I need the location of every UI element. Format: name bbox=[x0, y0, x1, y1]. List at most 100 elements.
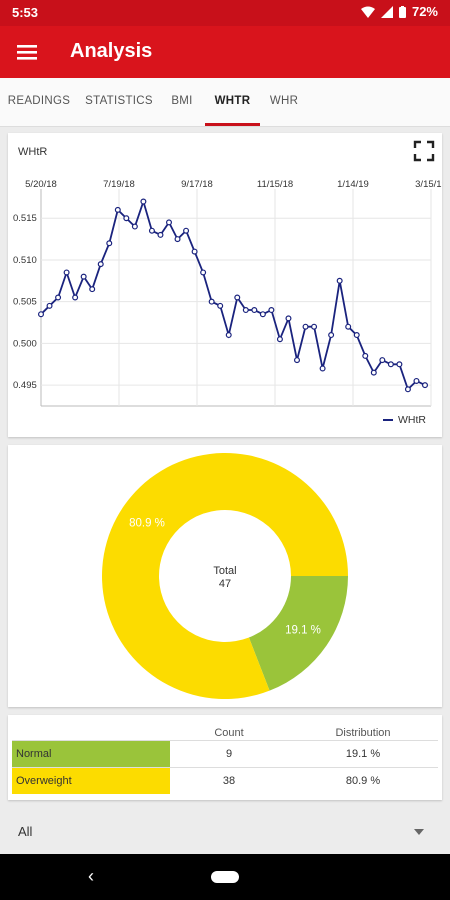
data-point bbox=[123, 215, 130, 222]
table-row: Normal 9 19.1 % bbox=[12, 740, 438, 768]
col-distribution-header: Distribution bbox=[335, 727, 391, 739]
tab-indicator bbox=[205, 123, 260, 126]
data-point bbox=[157, 231, 164, 238]
slice-label: 19.1 % bbox=[285, 624, 321, 636]
row-label: Normal bbox=[12, 740, 170, 768]
fullscreen-icon[interactable] bbox=[413, 140, 435, 162]
data-point bbox=[148, 227, 155, 234]
filter-dropdown[interactable]: All bbox=[0, 808, 450, 854]
data-point bbox=[183, 227, 190, 234]
data-point bbox=[319, 365, 326, 372]
x-tick-label: 5/20/18 bbox=[25, 179, 57, 190]
data-point bbox=[80, 273, 87, 280]
x-tick-label: 9/17/18 bbox=[181, 179, 213, 190]
data-point bbox=[234, 294, 241, 301]
data-point bbox=[285, 315, 292, 322]
data-point bbox=[200, 269, 207, 276]
dropdown-arrow-icon bbox=[414, 829, 424, 835]
status-time: 5:53 bbox=[12, 5, 39, 20]
x-tick-label: 1/14/19 bbox=[337, 179, 369, 190]
data-point bbox=[106, 240, 113, 247]
tab-readings[interactable]: READINGS bbox=[7, 95, 71, 107]
row-count: 38 bbox=[170, 767, 288, 794]
slice-label: 80.9 % bbox=[129, 518, 165, 530]
home-pill-icon[interactable] bbox=[211, 871, 239, 883]
row-count: 9 bbox=[170, 740, 288, 768]
tab-whtr[interactable]: WHTR bbox=[214, 95, 251, 107]
data-point bbox=[268, 307, 275, 314]
data-point bbox=[362, 352, 369, 359]
data-point bbox=[217, 302, 224, 309]
data-point bbox=[345, 323, 352, 330]
tab-statistics[interactable]: STATISTICS bbox=[85, 95, 153, 107]
data-point bbox=[302, 323, 309, 330]
data-point bbox=[259, 311, 266, 318]
filter-selected: All bbox=[18, 824, 33, 839]
menu-icon[interactable] bbox=[14, 40, 40, 64]
row-distribution: 80.9 % bbox=[288, 767, 438, 794]
data-point bbox=[46, 302, 53, 309]
row-distribution: 19.1 % bbox=[288, 740, 438, 768]
donut-center-label: Total 47 bbox=[175, 565, 275, 591]
data-point bbox=[251, 307, 258, 314]
data-point bbox=[242, 307, 249, 314]
series-line-whtr bbox=[40, 198, 426, 391]
line-chart-card: WHtR 5/20/18 7/19/18 9/17/18 11/15/18 1/14/1… bbox=[8, 133, 442, 437]
data-point bbox=[114, 206, 121, 213]
page-title: Analysis bbox=[70, 40, 153, 62]
data-point bbox=[225, 332, 232, 339]
y-tick-label: 0.510 bbox=[13, 255, 37, 266]
data-point bbox=[72, 294, 79, 301]
table-row: Overweight 38 80.9 % bbox=[12, 767, 438, 794]
y-tick-label: 0.505 bbox=[13, 297, 37, 308]
status-icons: 72% bbox=[360, 4, 438, 19]
data-point bbox=[97, 261, 104, 268]
x-tick-label: 7/19/18 bbox=[103, 179, 135, 190]
data-point bbox=[276, 336, 283, 343]
data-point bbox=[89, 286, 96, 293]
x-tick-label: 3/15/19 bbox=[415, 179, 442, 190]
system-nav-bar: ‹ bbox=[0, 854, 450, 900]
row-label: Overweight bbox=[12, 767, 170, 794]
distribution-table: Count Distribution Normal 9 19.1 % Overw… bbox=[12, 726, 438, 794]
legend-label: WHtR bbox=[398, 414, 426, 426]
tab-bar: READINGS STATISTICS BMI WHTR WHR bbox=[0, 78, 450, 127]
data-point bbox=[396, 361, 403, 368]
data-point bbox=[191, 248, 198, 255]
chart-title: WHtR bbox=[18, 146, 48, 158]
data-point bbox=[174, 236, 181, 243]
app-bar: Analysis bbox=[0, 26, 450, 78]
data-point bbox=[55, 294, 62, 301]
distribution-donut-chart: 19.1 % 80.9 % bbox=[102, 453, 349, 699]
slice-normal bbox=[248, 576, 348, 691]
data-point bbox=[140, 198, 147, 205]
data-point bbox=[131, 223, 138, 230]
data-point bbox=[387, 361, 394, 368]
y-tick-label: 0.495 bbox=[13, 380, 37, 391]
donut-chart-card: 19.1 % 80.9 % Total 47 bbox=[8, 445, 442, 707]
data-point bbox=[404, 386, 411, 393]
tab-whr[interactable]: WHR bbox=[269, 95, 299, 107]
battery-level: 72% bbox=[411, 4, 438, 19]
data-point bbox=[413, 377, 420, 384]
data-point bbox=[422, 382, 429, 389]
data-point bbox=[208, 298, 215, 305]
data-point bbox=[166, 219, 173, 226]
status-bar: 5:53 72% bbox=[0, 0, 450, 26]
legend-swatch bbox=[383, 419, 393, 421]
col-count-header: Count bbox=[214, 727, 244, 739]
donut-total-value: 47 bbox=[218, 578, 232, 590]
whtr-line-chart: 5/20/18 7/19/18 9/17/18 11/15/18 1/14/19 3/15… bbox=[13, 179, 442, 407]
data-point bbox=[353, 332, 360, 339]
x-tick-label: 11/15/18 bbox=[257, 179, 293, 190]
tab-bmi[interactable]: BMI bbox=[171, 95, 193, 107]
data-point bbox=[379, 357, 386, 364]
data-point bbox=[328, 332, 335, 339]
data-point bbox=[311, 323, 318, 330]
donut-total-label: Total bbox=[213, 565, 237, 577]
battery-icon bbox=[398, 5, 406, 18]
y-tick-label: 0.515 bbox=[13, 213, 37, 224]
back-icon[interactable]: ‹ bbox=[88, 866, 94, 886]
data-point bbox=[294, 357, 301, 364]
data-point bbox=[370, 369, 377, 376]
